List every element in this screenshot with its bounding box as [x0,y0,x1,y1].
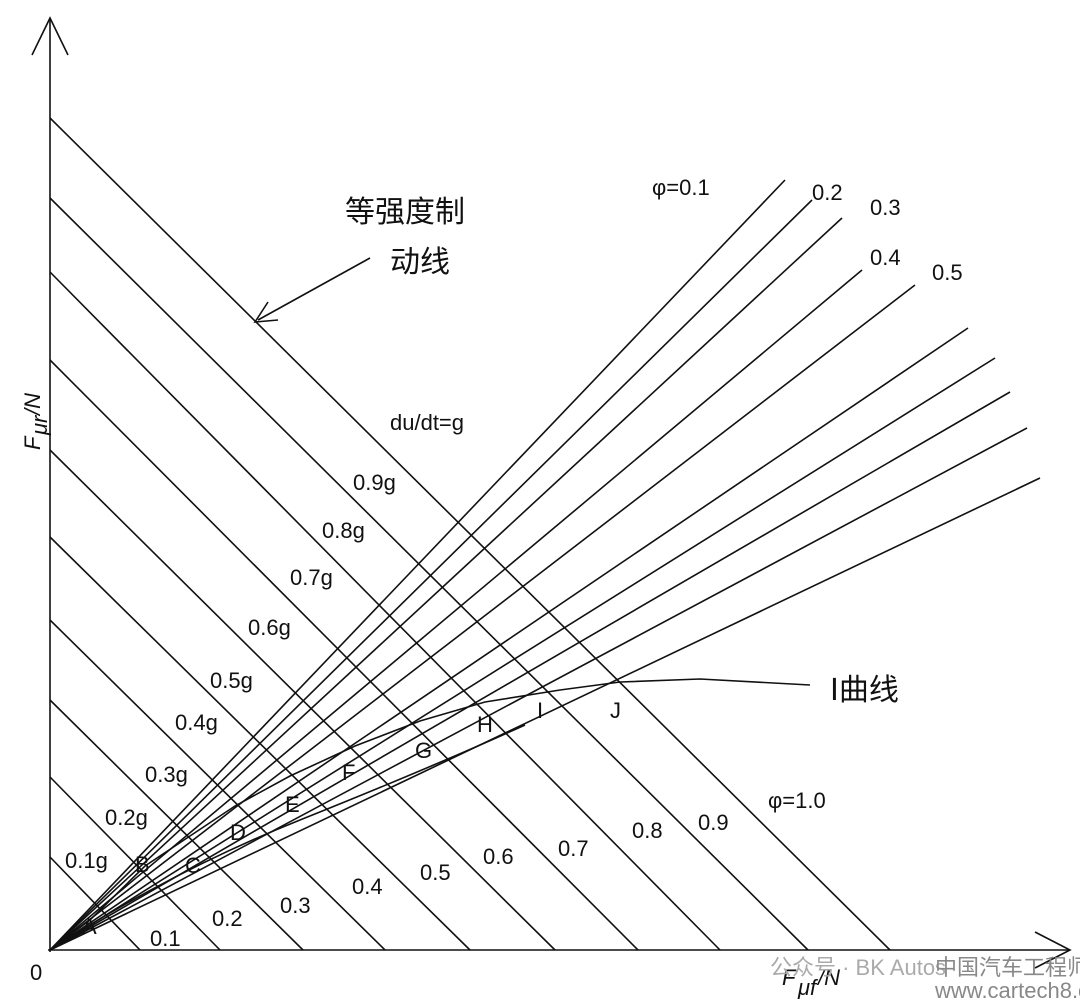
arrow-label: 等强度制 [345,195,465,230]
point-label: G [415,738,432,763]
phi-lines [49,179,1041,951]
phi-line [49,357,996,951]
phi-label: 0.4 [352,874,383,899]
y-arrow [31,16,69,56]
x-axis-label: F μf /N [782,965,840,1000]
phi-line [49,391,1011,951]
watermark: 中国汽车工程师之家 [935,955,1080,980]
deceleration-label: 0.3g [145,762,188,787]
deceleration-label: 0.8g [322,518,365,543]
point-label: B [135,852,150,877]
phi-label: φ=0.1 [652,175,710,200]
phi-label: 0.5 [932,260,963,285]
watermark: 公众号 · BK Autos [770,955,946,980]
deceleration-label: 0.2g [105,805,148,830]
phi-line [49,179,786,951]
point-label: A [82,914,97,939]
deceleration-label: 0.5g [210,668,253,693]
phi-label: 0.3 [280,893,311,918]
labels: 0.1g 0.2g 0.3g 0.4g 0.5g 0.6g 0.7g 0.8g 0.9g du/d… [65,175,963,951]
deceleration-line [49,271,721,951]
point-label: E [285,792,300,817]
deceleration-line [49,117,891,951]
y-sub: μr [27,414,52,436]
phi-line [49,427,1028,951]
phi-line [49,477,1041,951]
arrow-label: 动线 [390,245,450,280]
point-label: H [477,712,493,737]
phi-line [49,217,843,951]
y-unit: /N [20,393,45,417]
point-label: D [230,820,246,845]
x-main: F [782,965,797,990]
deceleration-label: 0.6g [248,615,291,640]
pointer-arrow [257,257,371,321]
deceleration-label: 0.1g [65,848,108,873]
deceleration-label: du/dt=g [390,410,464,435]
y-main: F [20,435,45,450]
phi-line [49,269,863,951]
phi-label: 0.5 [420,860,451,885]
phi-line [49,284,916,951]
deceleration-line [49,359,639,951]
pointer-head [253,301,279,323]
deceleration-line [49,449,556,951]
phi-label: 0.9 [698,810,729,835]
deceleration-label: 0.4g [175,710,218,735]
point-label: I [537,698,543,723]
watermark: www.cartech8.com [934,978,1080,1003]
axes [31,16,1072,969]
i-curve [49,678,811,951]
deceleration-label: 0.7g [290,565,333,590]
phi-label: 0.1 [150,926,181,951]
phi-label: 0.8 [632,818,663,843]
beta-line [49,724,526,951]
deceleration-line [49,776,221,951]
phi-label: φ=1.0 [768,788,826,813]
point-label: J [610,698,621,723]
x-sub: μf [797,975,819,1000]
phi-label: 0.2 [212,906,243,931]
phi-label: 0.6 [483,844,514,869]
deceleration-lines [49,117,891,951]
origin-label: 0 [30,960,42,985]
x-unit: /N [816,965,840,990]
phi-label: 0.4 [870,245,901,270]
y-axis-label: F μr /N [20,393,52,450]
x-arrow [1034,931,1072,969]
deceleration-line [49,197,809,951]
point-label: C [185,853,201,878]
phi-label: 0.2 [812,180,843,205]
curve-label: I曲线 [830,673,899,708]
deceleration-label: 0.9g [353,470,396,495]
phi-line [49,327,969,951]
phi-label: 0.3 [870,195,901,220]
point-label: F [342,760,355,785]
phi-label: 0.7 [558,836,589,861]
phi-line [49,199,813,951]
